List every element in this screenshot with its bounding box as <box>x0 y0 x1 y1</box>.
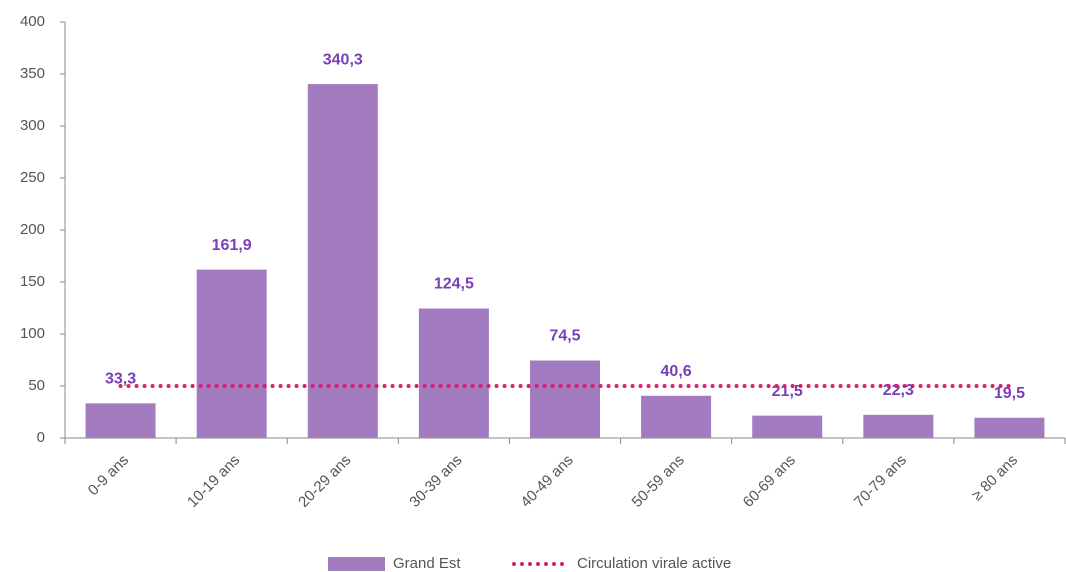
legend-label: Grand Est <box>393 555 461 572</box>
x-tick-label: 0-9 ans <box>85 452 132 499</box>
value-label: 340,3 <box>323 51 363 68</box>
bar <box>974 417 1045 438</box>
bar <box>863 414 934 438</box>
value-label: 19,5 <box>994 385 1025 402</box>
x-tick-label: 70-79 ans <box>851 452 910 511</box>
y-tick-label: 150 <box>20 273 45 290</box>
x-tick-label: ≥ 80 ans <box>968 452 1021 505</box>
x-tick-label: 10-19 ans <box>184 452 243 511</box>
y-tick-label: 350 <box>20 65 45 82</box>
x-tick-label: 30-39 ans <box>406 452 465 511</box>
bar <box>418 308 489 438</box>
x-tick-label: 60-69 ans <box>740 452 799 511</box>
legend-swatch <box>328 557 385 571</box>
bar <box>530 360 600 438</box>
value-label: 33,3 <box>105 371 136 388</box>
legend-label: Circulation virale active <box>577 555 731 572</box>
bar <box>85 403 156 438</box>
y-tick-label: 50 <box>28 377 45 394</box>
bar <box>752 415 823 438</box>
y-tick-label: 0 <box>37 429 45 446</box>
y-tick-label: 400 <box>20 13 45 30</box>
y-tick-label: 300 <box>20 117 45 134</box>
bar <box>196 269 267 438</box>
bar <box>307 84 378 438</box>
x-tick-label: 20-29 ans <box>295 452 354 511</box>
value-label: 21,5 <box>772 383 803 400</box>
x-tick-label: 40-49 ans <box>517 452 576 511</box>
y-tick-label: 250 <box>20 169 45 186</box>
value-label: 161,9 <box>212 237 252 254</box>
value-label: 40,6 <box>661 363 692 380</box>
y-tick-label: 100 <box>20 325 45 342</box>
value-label: 124,5 <box>434 276 474 293</box>
value-label: 74,5 <box>549 328 580 345</box>
y-tick-label: 200 <box>20 221 45 238</box>
x-tick-label: 50-59 ans <box>629 452 688 511</box>
bar <box>641 395 712 438</box>
